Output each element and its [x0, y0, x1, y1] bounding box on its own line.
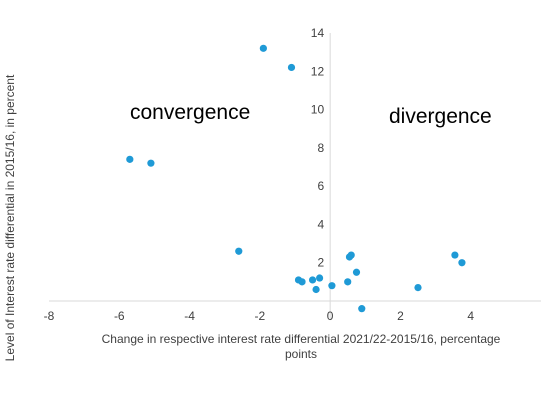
data-points — [126, 44, 466, 313]
x-tick-label: -6 — [114, 309, 125, 323]
x-tick-label: 4 — [467, 309, 474, 323]
y-tick-label: 10 — [311, 103, 325, 117]
x-axis-label: Change in respective interest rate diffe… — [102, 332, 501, 346]
y-tick-label: 2 — [317, 256, 324, 270]
data-point — [316, 274, 324, 282]
y-tick-label: 8 — [317, 141, 324, 155]
annotation-convergence: convergence — [130, 101, 250, 124]
data-point — [328, 282, 336, 290]
x-tick-label: -4 — [184, 309, 195, 323]
axes — [49, 33, 541, 321]
data-point — [458, 259, 466, 267]
y-tick-label: 6 — [317, 179, 324, 193]
x-tick-label: -2 — [255, 309, 266, 323]
data-point — [298, 278, 306, 286]
data-point — [312, 285, 320, 294]
data-point — [287, 63, 296, 72]
y-tick-label: 4 — [317, 217, 324, 231]
annotation-divergence: divergence — [389, 105, 492, 128]
data-point — [358, 305, 366, 313]
data-point — [235, 247, 243, 255]
tick-labels: -8 -6 -4 -2 0 2 4 2 4 6 8 10 12 14 — [44, 26, 475, 323]
y-tick-label: 12 — [311, 64, 325, 78]
data-point — [147, 159, 155, 167]
data-point — [347, 251, 355, 259]
x-tick-label: 0 — [327, 309, 334, 323]
data-point — [308, 276, 317, 284]
data-point — [259, 44, 267, 52]
x-tick-label: 2 — [397, 309, 404, 323]
x-axis-label-continued: points — [285, 347, 317, 361]
data-point — [414, 284, 422, 292]
data-point — [344, 278, 352, 286]
y-tick-label: 14 — [311, 26, 325, 40]
data-point — [126, 155, 134, 163]
y-axis-label: Level of Interest rate differential in 2… — [3, 74, 17, 361]
data-point — [451, 251, 459, 259]
data-point — [352, 268, 361, 276]
x-tick-label: -8 — [44, 309, 55, 323]
